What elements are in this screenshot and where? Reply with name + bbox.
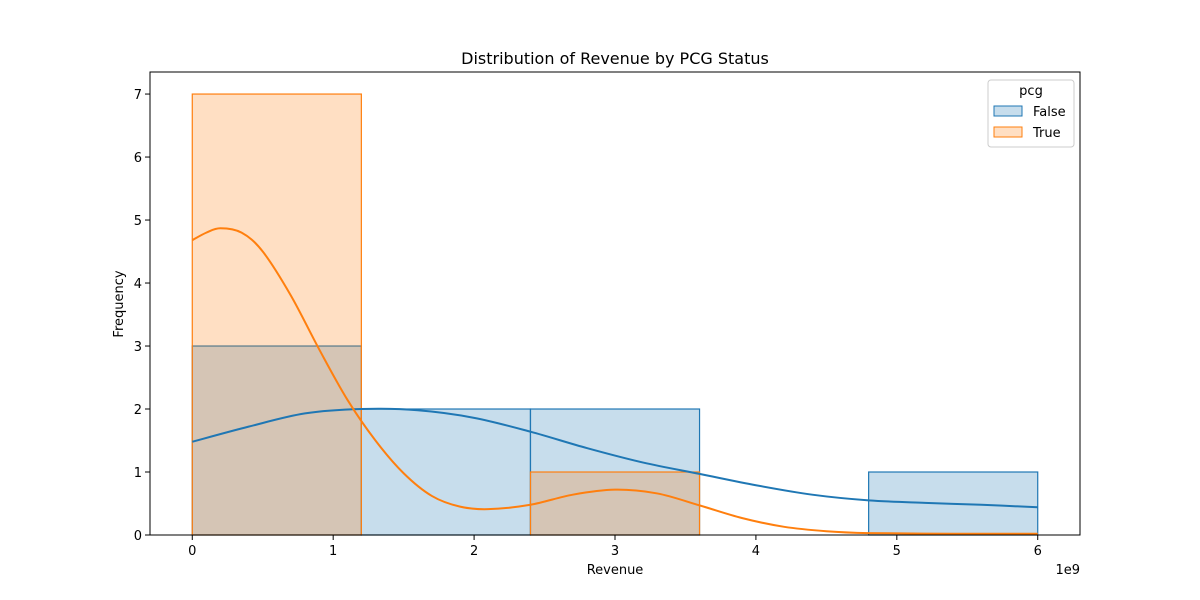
x-axis-label: Revenue [587,563,644,578]
legend-title: pcg [1019,84,1043,99]
legend-label-true: True [1032,126,1061,141]
y-tick-label: 4 [134,277,142,292]
legend-swatch-false [993,105,1023,117]
y-tick-label: 6 [134,151,142,166]
bar-true-0 [191,93,362,536]
x-tick-label: 3 [611,544,619,559]
x-axis-offset-label: 1e9 [1055,563,1080,578]
x-tick-label: 5 [893,544,901,559]
x-axis-ticks: 0 1 2 3 4 5 6 [188,535,1042,559]
y-tick-label: 0 [134,529,142,544]
x-tick-label: 2 [470,544,478,559]
x-tick-label: 6 [1034,544,1042,559]
y-tick-label: 5 [134,214,142,229]
legend: pcg False True [987,79,1075,148]
kde-curves [191,227,1038,535]
bar-false-0 [191,345,362,536]
y-tick-label: 3 [134,340,142,355]
legend-swatch-true [993,126,1023,138]
legend-label-false: False [1033,105,1066,120]
chart-title: Distribution of Revenue by PCG Status [461,49,769,68]
bars-true-series [191,93,701,536]
y-tick-label: 7 [134,88,142,103]
bar-true-2 [529,471,701,536]
x-tick-label: 4 [752,544,760,559]
x-tick-label: 1 [329,544,337,559]
y-axis-label: Frequency [112,270,127,337]
y-tick-label: 2 [134,403,142,418]
kde-line-true [191,227,1038,535]
x-tick-label: 0 [188,544,196,559]
kde-line-false [192,407,1038,509]
y-tick-label: 1 [134,466,142,481]
y-axis-ticks: 0 1 2 3 4 5 6 7 [134,88,150,544]
legend-frame [987,79,1075,148]
bar-false-1 [360,408,532,536]
